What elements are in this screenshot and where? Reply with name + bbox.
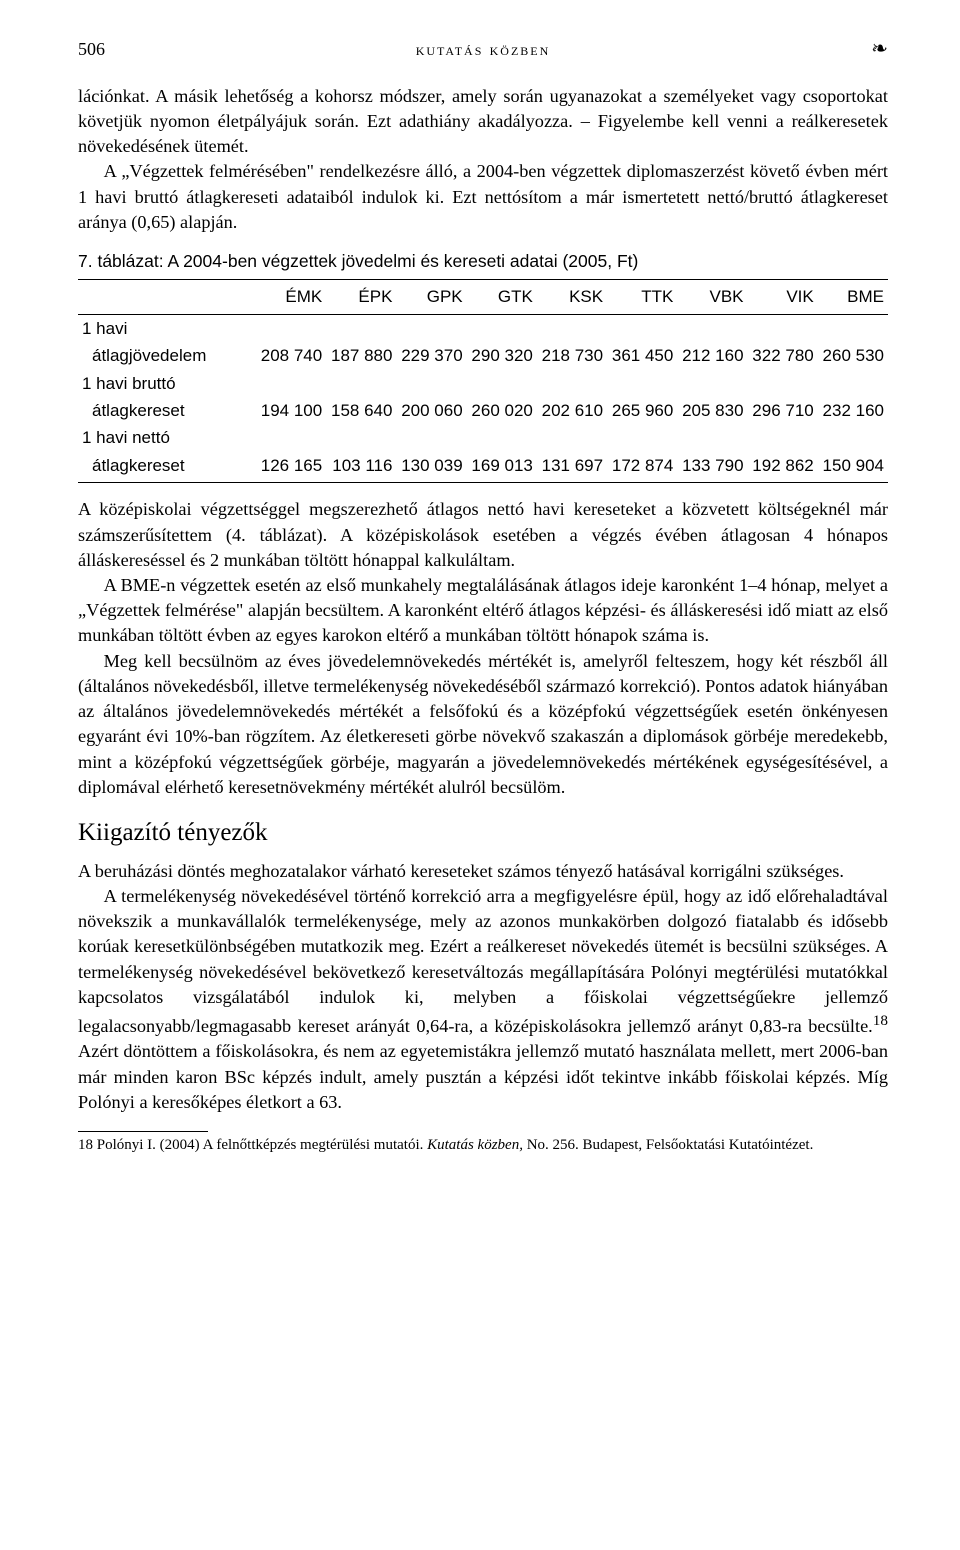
cell: 192 862: [748, 452, 818, 483]
cell: 200 060: [396, 397, 466, 424]
col-header: GPK: [396, 280, 466, 314]
page: 506 kutatás közben ❧ lációnkat. A másik …: [0, 0, 960, 1198]
cell: 172 874: [607, 452, 677, 483]
row-label: átlagkereset: [78, 397, 256, 424]
cell: 202 610: [537, 397, 607, 424]
col-header: GTK: [467, 280, 537, 314]
col-header: ÉPK: [326, 280, 396, 314]
cell: 194 100: [256, 397, 326, 424]
cell: 218 730: [537, 342, 607, 369]
cell: 169 013: [467, 452, 537, 483]
table-row: átlagjövedelem 208 740 187 880 229 370 2…: [78, 342, 888, 369]
footnote-rule: [78, 1131, 208, 1132]
cell: 133 790: [677, 452, 747, 483]
paragraph: A „Végzettek felmérésében" rendelkezésre…: [78, 159, 888, 235]
cell: 260 530: [818, 342, 888, 369]
table-row: 1 havi: [78, 314, 888, 342]
cell: 265 960: [607, 397, 677, 424]
paragraph: lációnkat. A másik lehetőség a kohorsz m…: [78, 84, 888, 160]
footnote-ref: 18: [873, 1012, 888, 1029]
table-row: 1 havi bruttó: [78, 370, 888, 397]
table-caption: 7. táblázat: A 2004-ben végzettek jövede…: [78, 249, 888, 273]
cell: 232 160: [818, 397, 888, 424]
cell: 150 904: [818, 452, 888, 483]
col-header: [78, 280, 256, 314]
footnote: 18 Polónyi I. (2004) A felnőttképzés meg…: [78, 1136, 888, 1156]
cell: 322 780: [748, 342, 818, 369]
table-row: 1 havi nettó: [78, 424, 888, 451]
cell: 208 740: [256, 342, 326, 369]
cell: 229 370: [396, 342, 466, 369]
cell: 290 320: [467, 342, 537, 369]
paragraph: A BME-n végzettek esetén az első munkahe…: [78, 573, 888, 649]
page-header: 506 kutatás közben ❧: [78, 36, 888, 64]
cell: 131 697: [537, 452, 607, 483]
cell: 361 450: [607, 342, 677, 369]
cell: 296 710: [748, 397, 818, 424]
running-head: kutatás közben: [138, 38, 828, 61]
col-header: KSK: [537, 280, 607, 314]
paragraph: A termelékenység növekedésével történő k…: [78, 884, 888, 1115]
cell: 212 160: [677, 342, 747, 369]
page-number: 506: [78, 37, 138, 62]
row-label: átlagkereset: [78, 452, 256, 483]
col-header: BME: [818, 280, 888, 314]
header-ornament-icon: ❧: [828, 36, 888, 64]
col-header: ÉMK: [256, 280, 326, 314]
row-label: 1 havi nettó: [78, 424, 256, 451]
table-row: átlagkereset 194 100 158 640 200 060 260…: [78, 397, 888, 424]
cell: 126 165: [256, 452, 326, 483]
cell: 130 039: [396, 452, 466, 483]
col-header: VBK: [677, 280, 747, 314]
paragraph: A beruházási döntés meghozatalakor várha…: [78, 859, 888, 884]
paragraph: A középiskolai végzettséggel megszerezhe…: [78, 497, 888, 573]
cell: 260 020: [467, 397, 537, 424]
row-label: 1 havi: [78, 314, 256, 342]
row-label: átlagjövedelem: [78, 342, 256, 369]
paragraph: Meg kell becsülnöm az éves jövedelemnöve…: [78, 649, 888, 800]
section-heading: Kiigazító tényezők: [78, 816, 888, 851]
row-label: 1 havi bruttó: [78, 370, 256, 397]
table-header-row: ÉMK ÉPK GPK GTK KSK TTK VBK VIK BME: [78, 280, 888, 314]
cell: 158 640: [326, 397, 396, 424]
cell: 205 830: [677, 397, 747, 424]
cell: 103 116: [326, 452, 396, 483]
income-table: ÉMK ÉPK GPK GTK KSK TTK VBK VIK BME 1 ha…: [78, 279, 888, 483]
cell: 187 880: [326, 342, 396, 369]
table-row: átlagkereset 126 165 103 116 130 039 169…: [78, 452, 888, 483]
col-header: VIK: [748, 280, 818, 314]
col-header: TTK: [607, 280, 677, 314]
